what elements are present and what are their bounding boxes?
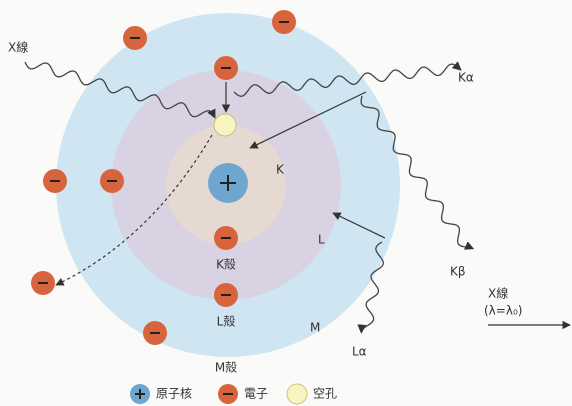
legend-label: 電子 [244,387,268,401]
label: (λ=λ₀) [484,304,522,318]
label: Kβ [450,265,466,279]
x-ray-wave [233,61,462,97]
shell-name: M殻 [215,361,237,375]
legend: 原子核 電子 空孔 [130,383,337,405]
shell-letter: K [276,163,285,177]
hole [213,113,237,137]
shell-name: K殻 [216,258,236,272]
x-ray-wave [357,241,384,334]
shell-letter: M [310,321,320,335]
x-ray-wave [24,61,216,119]
legend-label: 空孔 [313,387,337,401]
waves [24,61,475,334]
shell-name: L殻 [217,315,236,329]
label: Lα [352,345,367,359]
legend-label: 原子核 [156,387,192,401]
label: Kα [458,71,474,85]
label: X線 [488,286,508,301]
ejected-path [55,134,213,286]
transition-arrow [332,212,386,239]
x-ray-wave [360,95,475,250]
shell-letter: L [318,233,325,247]
transition-arrow [249,91,367,149]
label: X線 [8,40,28,55]
nucleus [208,163,248,203]
